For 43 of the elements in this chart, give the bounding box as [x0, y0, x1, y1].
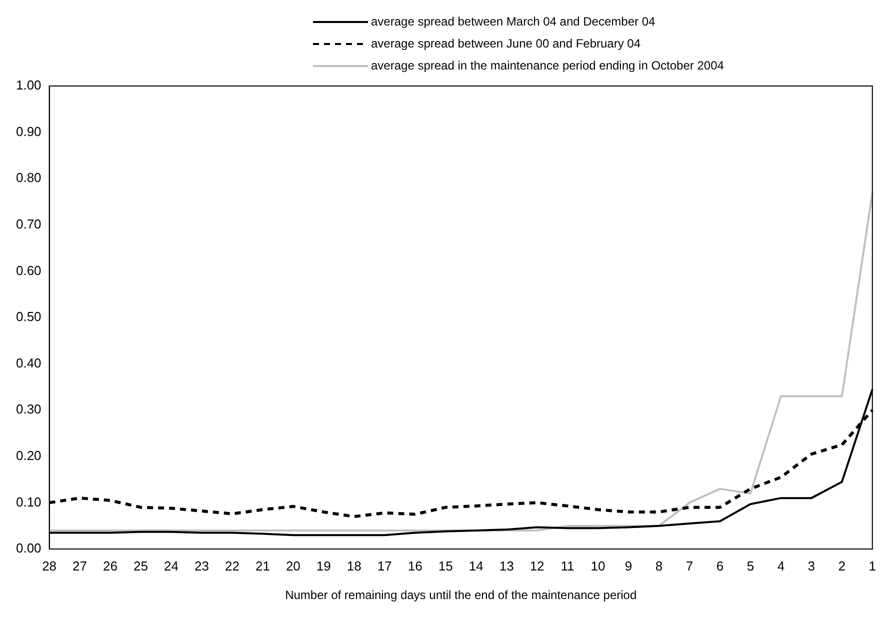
x-tick-label: 27 [72, 558, 88, 574]
x-tick-label: 26 [103, 558, 118, 574]
x-tick-label: 7 [686, 558, 694, 574]
x-axis-title: Number of remaining days until the end of the maintenance period [285, 588, 637, 602]
x-tick-label: 13 [499, 558, 514, 574]
y-tick-label: 0.60 [16, 262, 42, 278]
legend-label: average spread in the maintenance period ending in October 2004 [371, 58, 724, 72]
x-tick-label: 16 [408, 558, 422, 574]
y-tick-label: 0.50 [16, 309, 42, 324]
legend-label: average spread between March 04 and December 04 [371, 14, 656, 28]
x-tick-label: 2 [838, 558, 846, 574]
y-tick-label: 0.20 [16, 448, 42, 463]
x-tick-label: 14 [468, 558, 484, 574]
x-tick-label: 19 [316, 558, 331, 574]
legend-label: average spread between June 00 and February 04 [371, 36, 641, 50]
x-tick-label: 6 [716, 558, 724, 574]
x-tick-label: 22 [224, 558, 240, 574]
y-tick-label: 0.40 [16, 355, 42, 370]
x-tick-label: 25 [134, 558, 148, 574]
x-tick-label: 4 [777, 558, 785, 574]
y-tick-label: 0.00 [16, 540, 42, 556]
x-tick-label: 18 [346, 558, 362, 574]
x-tick-label: 28 [42, 558, 57, 574]
x-tick-label: 5 [746, 558, 754, 574]
x-tick-label: 21 [255, 558, 270, 574]
y-tick-label: 1.00 [16, 78, 42, 93]
y-tick-label: 0.90 [16, 124, 42, 139]
x-tick-label: 17 [377, 558, 392, 574]
x-tick-label: 9 [624, 558, 632, 574]
y-tick-label: 0.30 [16, 402, 42, 417]
x-tick-label: 23 [194, 558, 209, 574]
x-tick-label: 1 [868, 558, 876, 574]
x-tick-label: 24 [164, 558, 178, 574]
x-tick-label: 15 [438, 558, 453, 574]
y-tick-label: 0.10 [16, 494, 42, 510]
x-tick-label: 8 [655, 558, 663, 574]
y-tick-label: 0.80 [16, 170, 42, 186]
y-tick-label: 0.70 [16, 216, 42, 232]
x-tick-label: 12 [530, 558, 544, 574]
x-tick-label: 20 [286, 558, 300, 574]
x-tick-label: 3 [808, 558, 816, 574]
x-tick-label: 10 [590, 558, 606, 574]
x-tick-label: 11 [560, 558, 574, 574]
